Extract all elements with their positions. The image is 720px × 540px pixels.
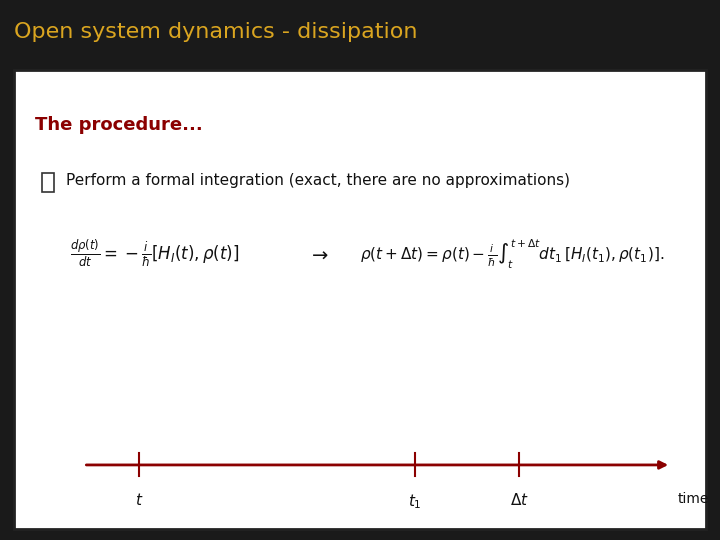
Text: time: time	[678, 492, 709, 507]
Text: $t_1$: $t_1$	[408, 492, 422, 511]
Text: $\Delta t$: $\Delta t$	[510, 492, 528, 509]
FancyArrowPatch shape	[86, 462, 665, 468]
Text: $\rho(t+\Delta t) = \rho(t) - \frac{i}{\hbar}\int_t^{t+\Delta t} dt_1\,[H_I(t_1): $\rho(t+\Delta t) = \rho(t) - \frac{i}{\…	[360, 237, 665, 271]
Text: $\frac{d\rho(t)}{dt} = -\frac{i}{\hbar}[H_I(t),\rho(t)]$: $\frac{d\rho(t)}{dt} = -\frac{i}{\hbar}[…	[70, 238, 239, 270]
Text: $\rightarrow$: $\rightarrow$	[308, 244, 329, 264]
Text: Perform a formal integration (exact, there are no approximations): Perform a formal integration (exact, the…	[66, 173, 570, 188]
Text: The procedure...: The procedure...	[35, 116, 203, 134]
FancyBboxPatch shape	[14, 70, 706, 529]
Text: Open system dynamics - dissipation: Open system dynamics - dissipation	[14, 22, 418, 43]
Text: $t$: $t$	[135, 492, 143, 509]
FancyBboxPatch shape	[42, 173, 55, 192]
